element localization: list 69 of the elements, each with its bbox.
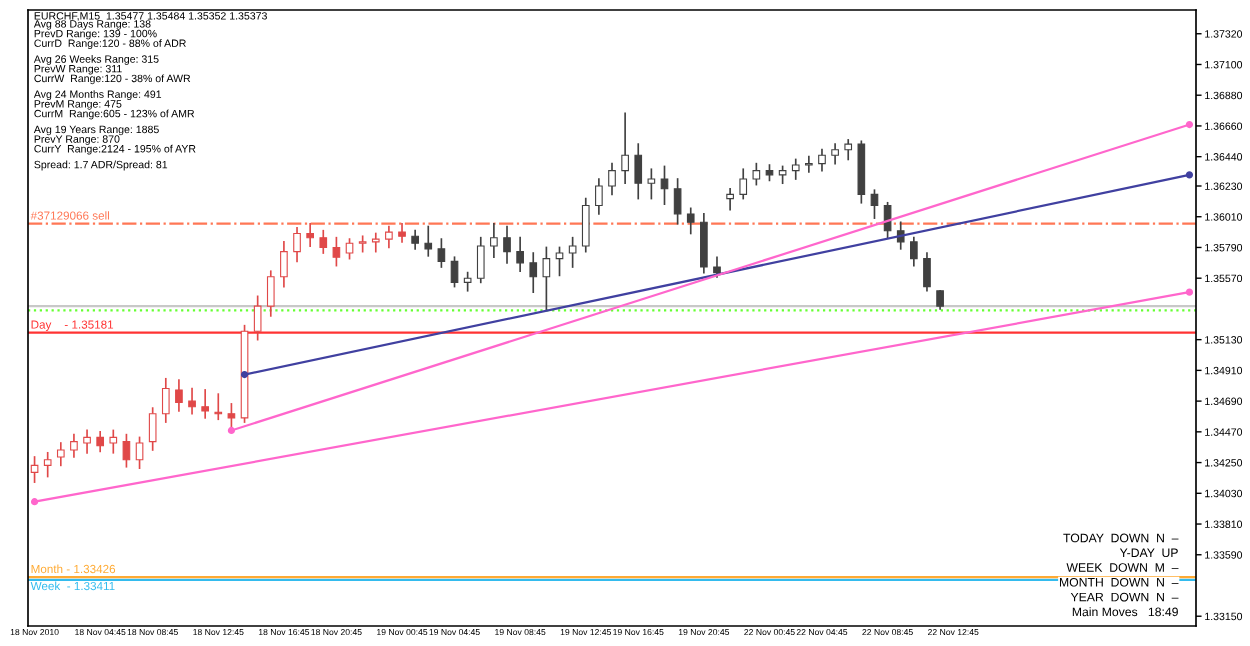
candlestick xyxy=(450,256,459,288)
point xyxy=(1185,171,1194,179)
candlestick xyxy=(503,225,511,264)
candlestick xyxy=(476,236,485,284)
candlestick xyxy=(201,389,210,419)
candlestick xyxy=(385,225,393,249)
candlestick xyxy=(56,442,65,467)
candlestick xyxy=(371,232,380,253)
candlestick xyxy=(70,433,78,458)
candlestick xyxy=(660,165,669,205)
candlestick xyxy=(83,429,91,454)
candlestick xyxy=(910,236,918,267)
candlestick xyxy=(319,229,328,254)
candlestick xyxy=(135,436,144,469)
candlestick xyxy=(739,168,748,200)
candlestick xyxy=(122,433,131,468)
point xyxy=(240,370,249,379)
candlestick xyxy=(883,201,892,239)
candlestick xyxy=(608,162,616,196)
candlestick xyxy=(673,178,682,225)
candlestick xyxy=(188,387,196,415)
candlestick xyxy=(516,236,524,273)
candlestick xyxy=(700,213,708,274)
point xyxy=(1185,120,1194,129)
candlestick xyxy=(437,238,446,268)
candlestick xyxy=(332,236,341,267)
candlestick xyxy=(818,148,826,172)
candlestick xyxy=(634,143,643,200)
candlestick xyxy=(345,238,354,260)
candlestick xyxy=(30,456,39,483)
candlestick xyxy=(398,222,406,243)
candlestick xyxy=(844,139,853,161)
candlestick xyxy=(96,431,105,453)
candlestick xyxy=(831,143,839,165)
candlestick xyxy=(805,155,813,173)
candlestick xyxy=(621,112,629,185)
point xyxy=(30,498,39,506)
candlestick xyxy=(581,197,590,253)
candlestick xyxy=(595,178,603,215)
candlestick xyxy=(555,246,564,277)
candlestick xyxy=(870,189,879,219)
candlestick xyxy=(490,222,498,259)
candlestick xyxy=(647,168,656,200)
candlestick xyxy=(424,225,433,257)
candlestick xyxy=(43,451,52,478)
candlestick xyxy=(109,429,118,454)
candlestick xyxy=(227,403,236,432)
candlestick xyxy=(175,379,183,412)
candlestick xyxy=(726,187,734,211)
candlestick xyxy=(713,256,721,278)
candlestick xyxy=(148,407,157,451)
candlestick xyxy=(253,295,262,341)
candlestick xyxy=(752,162,761,186)
candlestick xyxy=(463,271,472,292)
candlestick xyxy=(266,270,275,317)
candlestick xyxy=(936,289,944,310)
candlestick xyxy=(568,236,577,268)
candlestick xyxy=(306,222,314,247)
candlestick xyxy=(542,246,551,312)
candlestick xyxy=(161,377,170,423)
point xyxy=(1185,288,1194,296)
candlestick xyxy=(529,252,538,293)
candlestick xyxy=(411,229,419,250)
point xyxy=(227,426,236,435)
candlestick xyxy=(293,227,301,263)
candlestick xyxy=(280,241,288,288)
candlestick xyxy=(791,158,800,180)
candlestick xyxy=(686,207,695,235)
candlestick xyxy=(923,252,931,292)
